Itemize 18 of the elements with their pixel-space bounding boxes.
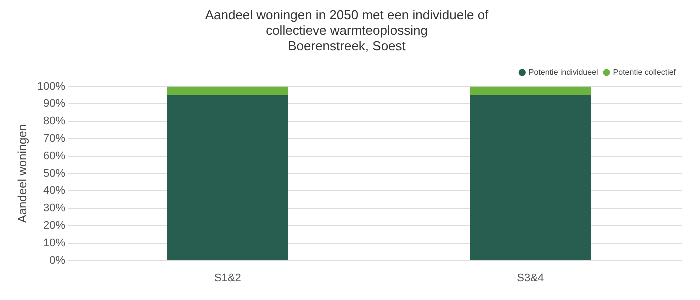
y-tick-label: 80%: [44, 116, 66, 128]
y-tick-label: 70%: [44, 133, 66, 146]
x-tick-label: S3&4: [517, 272, 544, 284]
y-axis-title: Aandeel woningen: [16, 124, 30, 224]
y-tick-label: 50%: [44, 168, 66, 180]
y-tick-label: 60%: [44, 150, 66, 162]
y-tick-label: 30%: [44, 202, 66, 215]
y-tick-label: 100%: [37, 80, 66, 93]
chart-title: Aandeel woningen in 2050 met een individuele of collectieve warmteoplossing: [205, 7, 490, 38]
y-tick-label: 40%: [44, 185, 66, 198]
y-tick-label: 90%: [44, 98, 66, 110]
chart-subtitle: Boerenstreek, Soest: [288, 38, 406, 54]
y-tick-label: 20%: [44, 220, 66, 232]
x-tick-label: S1&2: [214, 272, 242, 284]
legend-label: Potentie collectief: [613, 68, 677, 78]
legend-label: Potentie individueel: [528, 68, 599, 78]
y-tick-label: 10%: [44, 237, 66, 250]
y-tick-label: 0%: [50, 254, 66, 267]
